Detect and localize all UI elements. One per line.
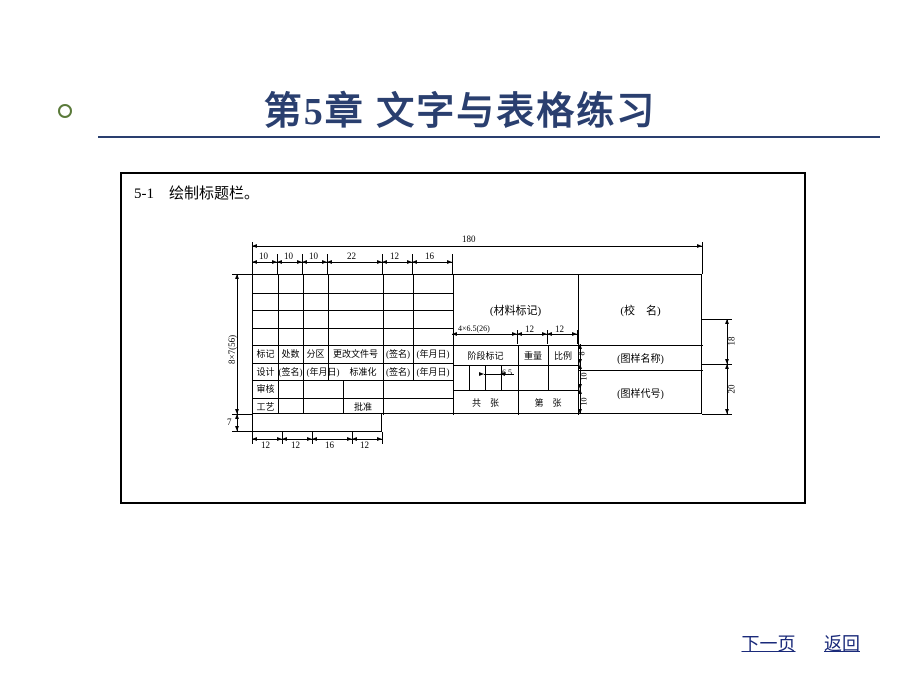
cell-drawing-code: (图样代号) [578, 370, 703, 415]
cell-weight: 重量 [518, 345, 548, 365]
dim-mid-0: 4×6.5(26) [458, 324, 490, 333]
cell-stage: 阶段标记 [453, 345, 518, 365]
next-page-link[interactable]: 下一页 [742, 634, 796, 654]
dim-top-total: 180 [462, 234, 476, 244]
cell-date2: (年月日) [303, 363, 343, 381]
dim-rg0: 10 [580, 373, 589, 381]
cell-sign3: (签名) [383, 363, 413, 381]
dim-sub: 6.5 [502, 368, 512, 377]
cell-sign2: (签名) [278, 363, 303, 381]
cell-date3: (年月日) [413, 363, 453, 381]
dim-c1: 10 [284, 251, 293, 261]
figure-caption: 5-1 绘制标题栏。 [134, 182, 259, 203]
cell-zone: 分区 [303, 345, 328, 363]
table-outer: 标记 处数 分区 更改文件号 (签名) (年月日) 设计 (签名) (年月日) … [252, 274, 702, 414]
dim-r1: 18 [727, 337, 737, 346]
back-link[interactable]: 返回 [824, 634, 860, 654]
dim-b0: 12 [261, 440, 270, 450]
page-title: 第5章 文字与表格练习 [0, 80, 920, 135]
dim-mid-1: 12 [525, 324, 534, 334]
title-block-diagram: 标记 处数 分区 更改文件号 (签名) (年月日) 设计 (签名) (年月日) … [252, 254, 772, 454]
title-underline [98, 136, 880, 138]
dim-top-total-line [252, 246, 702, 247]
dim-b1: 12 [291, 440, 300, 450]
dim-b2: 16 [325, 440, 334, 450]
dim-mid-2: 12 [555, 324, 564, 334]
dim-r-inner: 8 [578, 352, 587, 356]
dim-c0: 10 [259, 251, 268, 261]
dim-c4: 12 [390, 251, 399, 261]
dim-b3: 12 [360, 440, 369, 450]
cell-craft: 工艺 [253, 398, 278, 416]
cell-scale: 比例 [548, 345, 578, 365]
nav-links: 下一页 返回 [718, 630, 861, 656]
dim-left-major: 8×7(56) [227, 324, 237, 364]
cell-approve: 批准 [343, 398, 383, 416]
cell-mark: 标记 [253, 345, 278, 363]
cell-sign1: (签名) [383, 345, 413, 363]
dim-top-cols-line [252, 262, 452, 263]
cell-std: 标准化 [343, 363, 383, 381]
cell-design: 设计 [253, 363, 278, 381]
dim-left-minor: 7 [227, 417, 232, 427]
dim-c5: 16 [425, 251, 434, 261]
dim-c2: 10 [309, 251, 318, 261]
cell-school: (校 名) [578, 275, 703, 345]
dim-rg1: 10 [580, 398, 589, 406]
cell-drawing-name: (图样名称) [578, 345, 703, 370]
figure-frame: 5-1 绘制标题栏。 [120, 172, 806, 504]
cell-date1: (年月日) [413, 345, 453, 363]
cell-review: 审核 [253, 380, 278, 398]
dim-c3: 22 [347, 251, 356, 261]
table-ext-row [252, 414, 382, 432]
cell-chgfile: 更改文件号 [328, 345, 383, 363]
dim-r2: 20 [727, 385, 737, 394]
cell-count: 处数 [278, 345, 303, 363]
cell-sheet-b: 第 张 [518, 390, 578, 415]
cell-sheet-a: 共 张 [453, 390, 518, 415]
